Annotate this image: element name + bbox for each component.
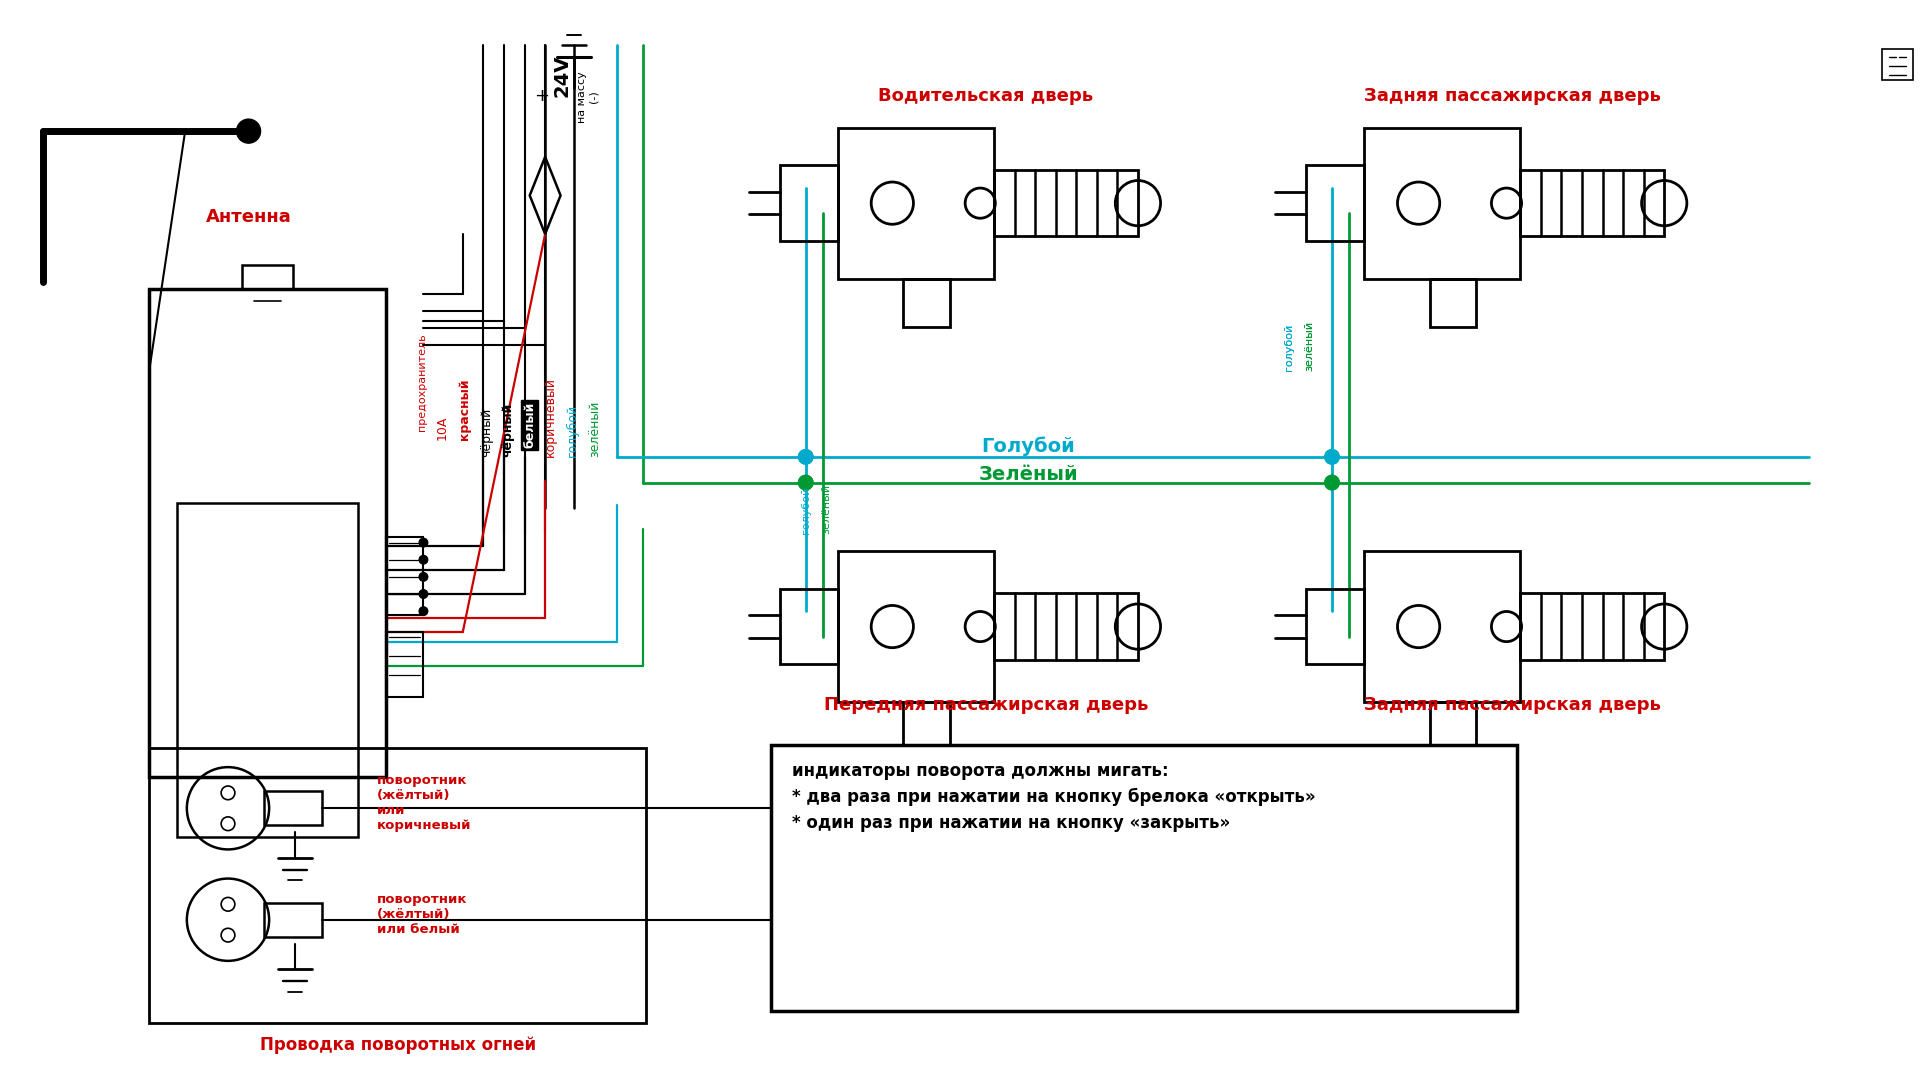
Circle shape <box>1325 450 1338 463</box>
Text: на массу
(-): на массу (-) <box>578 71 599 122</box>
Bar <box>1882 49 1912 80</box>
Text: голубой: голубой <box>1284 324 1294 372</box>
Text: зелёный: зелёный <box>1306 321 1315 372</box>
Text: Антенна: Антенна <box>205 207 292 226</box>
Text: Водительская дверь: Водительская дверь <box>877 87 1092 106</box>
Text: предохранитель: предохранитель <box>417 334 426 431</box>
Bar <box>780 589 837 664</box>
Circle shape <box>1325 475 1338 489</box>
Bar <box>1430 279 1476 327</box>
Bar <box>386 538 424 615</box>
Text: голубой: голубой <box>566 404 580 457</box>
Text: коричневый: коричневый <box>543 377 557 457</box>
Text: чёрный: чёрный <box>501 403 515 457</box>
Text: зелёный: зелёный <box>822 484 831 534</box>
Text: Передняя пассажирская дверь: Передняя пассажирская дверь <box>824 696 1148 714</box>
Bar <box>265 903 323 936</box>
Text: красный: красный <box>459 378 470 440</box>
Bar <box>150 748 647 1023</box>
Text: Голубой: Голубой <box>981 436 1075 456</box>
Bar <box>902 279 950 327</box>
Bar <box>1306 589 1363 664</box>
Bar <box>150 288 386 778</box>
Text: чёрный: чёрный <box>480 407 493 457</box>
Text: 10А: 10А <box>436 416 449 440</box>
Circle shape <box>799 475 812 489</box>
Bar <box>902 702 950 751</box>
Circle shape <box>419 590 428 598</box>
Text: белый: белый <box>524 402 536 448</box>
Text: зелёный: зелёный <box>588 401 601 457</box>
Bar <box>837 127 995 279</box>
Bar <box>1521 593 1665 660</box>
Bar <box>1430 702 1476 751</box>
Text: голубой: голубой <box>1284 324 1294 372</box>
Bar <box>837 551 995 702</box>
Circle shape <box>1325 450 1338 463</box>
Text: Проводка поворотных огней: Проводка поворотных огней <box>259 1037 536 1054</box>
Circle shape <box>799 450 812 463</box>
Text: Зелёный: Зелёный <box>979 465 1079 485</box>
Text: Задняя пассажирская дверь: Задняя пассажирская дверь <box>1363 87 1661 106</box>
Circle shape <box>419 555 428 564</box>
Bar <box>177 503 359 837</box>
Bar <box>995 170 1139 237</box>
Bar <box>772 745 1517 1011</box>
Bar <box>995 593 1139 660</box>
Circle shape <box>236 119 261 144</box>
Bar <box>1363 551 1521 702</box>
Bar <box>780 165 837 241</box>
Text: зелёный: зелёный <box>1306 321 1315 372</box>
Text: поворотник
(жёлтый)
или
коричневый: поворотник (жёлтый) или коричневый <box>376 774 472 833</box>
Bar <box>386 632 424 697</box>
Bar <box>1306 165 1363 241</box>
Text: поворотник
(жёлтый)
или белый: поворотник (жёлтый) или белый <box>376 893 468 936</box>
Text: Задняя пассажирская дверь: Задняя пассажирская дверь <box>1363 696 1661 714</box>
Text: +: + <box>534 87 549 106</box>
Text: 24V: 24V <box>553 54 572 97</box>
Circle shape <box>799 450 812 463</box>
Circle shape <box>419 572 428 581</box>
Bar <box>265 792 323 825</box>
Bar <box>1521 170 1665 237</box>
Circle shape <box>799 475 812 489</box>
Circle shape <box>419 607 428 616</box>
Text: индикаторы поворота должны мигать:
* два раза при нажатии на кнопку брелока «отк: индикаторы поворота должны мигать: * два… <box>791 762 1315 832</box>
Circle shape <box>419 538 428 546</box>
Bar <box>1363 127 1521 279</box>
Circle shape <box>1325 475 1338 489</box>
Text: голубой: голубой <box>801 487 810 534</box>
Bar <box>242 265 294 288</box>
